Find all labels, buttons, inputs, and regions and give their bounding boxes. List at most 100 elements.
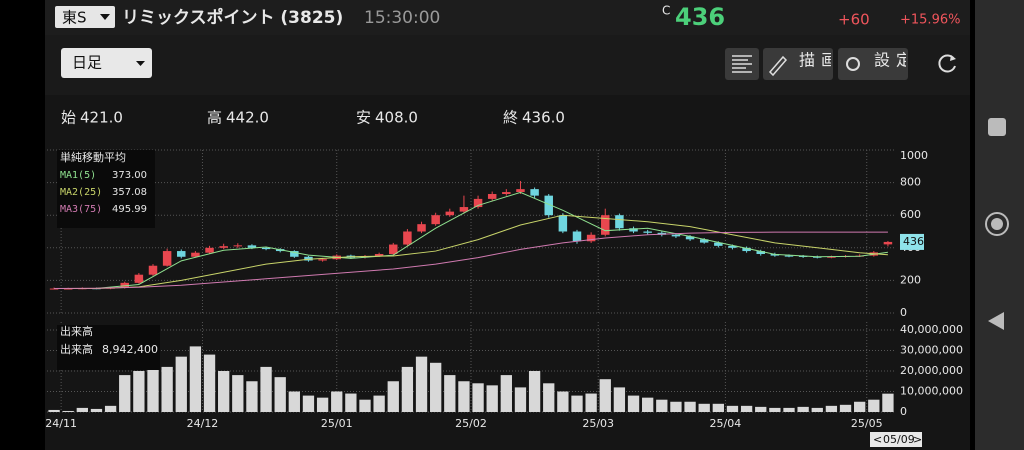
volume-bar bbox=[571, 395, 583, 412]
candle-body bbox=[699, 239, 709, 243]
x-tick-label: 25/03 bbox=[582, 417, 614, 430]
draw-button[interactable] bbox=[763, 48, 833, 80]
volume-bar bbox=[472, 383, 484, 412]
recent-apps-button[interactable] bbox=[988, 118, 1006, 136]
selected-date: 05/09 bbox=[883, 433, 915, 446]
volume-bar bbox=[755, 406, 767, 412]
market-select[interactable] bbox=[55, 6, 115, 28]
candle-body bbox=[714, 242, 723, 246]
legend-value: 495.99 bbox=[112, 204, 147, 215]
candle-body bbox=[374, 253, 384, 256]
legend-value: 373.00 bbox=[112, 170, 147, 181]
change-pct: +15.96% bbox=[900, 13, 960, 28]
x-tick-label: 25/01 bbox=[321, 417, 353, 430]
volume-bar bbox=[557, 391, 569, 412]
market: 東S bbox=[62, 9, 87, 27]
header-bar bbox=[45, 0, 970, 35]
candle-body bbox=[304, 256, 313, 261]
low-label: 安 bbox=[356, 109, 371, 127]
time: 15:30:00 bbox=[364, 8, 440, 28]
price: 436 bbox=[675, 3, 725, 31]
volume-bar bbox=[769, 407, 781, 412]
x-tick-label: 25/04 bbox=[710, 417, 742, 430]
gear-icon bbox=[846, 57, 860, 71]
candle-body bbox=[784, 255, 794, 257]
legend-name: MA2(25) bbox=[60, 187, 102, 198]
candle-body bbox=[643, 231, 652, 233]
volume-bar bbox=[90, 408, 103, 412]
candle-body bbox=[162, 251, 172, 266]
period-select[interactable] bbox=[61, 48, 152, 78]
volume-bar bbox=[514, 387, 527, 412]
draw-label-clip: 描画 bbox=[799, 51, 843, 70]
volume-bar bbox=[854, 401, 866, 412]
x-tick-label: 25/02 bbox=[455, 417, 487, 430]
stock-name: リミックスポイント (3825) bbox=[122, 7, 343, 28]
x-tick-label: 25/05 bbox=[851, 417, 883, 430]
volume-bar bbox=[331, 391, 343, 412]
volume-bar bbox=[203, 354, 216, 412]
dropdown-arrow bbox=[100, 14, 110, 20]
candle-body bbox=[685, 236, 695, 240]
change: +60 bbox=[838, 11, 870, 29]
volume-bar bbox=[147, 360, 159, 412]
volume-bar bbox=[797, 406, 809, 412]
candle-body bbox=[134, 274, 144, 283]
volume-bar bbox=[500, 375, 512, 412]
settings-label: 設定 bbox=[874, 51, 918, 70]
settings-button[interactable] bbox=[838, 48, 908, 80]
next-arrow[interactable]: > bbox=[913, 433, 922, 446]
legend-box bbox=[57, 325, 160, 370]
refresh-icon[interactable] bbox=[938, 54, 956, 73]
y-tick-label: 30,000,000 bbox=[900, 344, 963, 357]
home-button[interactable] bbox=[985, 212, 1009, 236]
x-tick-label: 24/12 bbox=[187, 417, 219, 430]
candle-body bbox=[742, 247, 751, 252]
volume-bar bbox=[458, 381, 470, 412]
candle-body bbox=[431, 215, 440, 225]
volume-bar bbox=[627, 395, 640, 412]
volume-bar bbox=[175, 356, 187, 412]
volume-bar bbox=[246, 381, 258, 412]
x-tick-label: 24/11 bbox=[45, 417, 77, 430]
candle-body bbox=[219, 246, 228, 248]
y-tick-label: 0 bbox=[900, 306, 907, 319]
dropdown-arrow bbox=[136, 61, 145, 66]
volume-bar bbox=[345, 393, 357, 412]
candle-body bbox=[148, 265, 158, 275]
back-button[interactable] bbox=[988, 312, 1004, 330]
candle-body bbox=[671, 234, 681, 237]
candle-body bbox=[417, 224, 426, 232]
candle-body bbox=[615, 215, 624, 229]
candle-body bbox=[261, 247, 271, 250]
volume-bar bbox=[62, 410, 74, 412]
prev-arrow[interactable]: < bbox=[873, 433, 882, 446]
legend-name: MA3(75) bbox=[60, 204, 102, 215]
candle-body bbox=[177, 251, 186, 257]
candle-body bbox=[459, 207, 469, 212]
price-tag bbox=[900, 233, 924, 250]
volume-bar bbox=[740, 405, 753, 412]
volume-bar bbox=[670, 401, 682, 412]
candle-body bbox=[205, 247, 214, 253]
volume-legend-name: 出来高 bbox=[60, 342, 93, 356]
candle-body bbox=[530, 189, 539, 196]
draw-label: 描画 bbox=[799, 51, 843, 70]
price-tag-label: 436 bbox=[903, 235, 924, 248]
date-nav[interactable] bbox=[870, 432, 922, 447]
candle-body bbox=[487, 194, 497, 199]
candle-body bbox=[544, 195, 553, 216]
high-value: 442.0 bbox=[226, 109, 269, 127]
candle-body bbox=[728, 245, 737, 248]
candle-body bbox=[191, 252, 200, 257]
volume-bar bbox=[839, 404, 852, 412]
candle-body bbox=[601, 215, 610, 235]
candle-body bbox=[883, 241, 893, 245]
volume-bar bbox=[783, 407, 795, 412]
period: 日足 bbox=[72, 54, 102, 72]
open-label: 始 bbox=[61, 109, 76, 127]
candle-body bbox=[516, 189, 525, 193]
legend-value: 357.08 bbox=[112, 187, 147, 198]
volume-bar bbox=[415, 356, 428, 412]
